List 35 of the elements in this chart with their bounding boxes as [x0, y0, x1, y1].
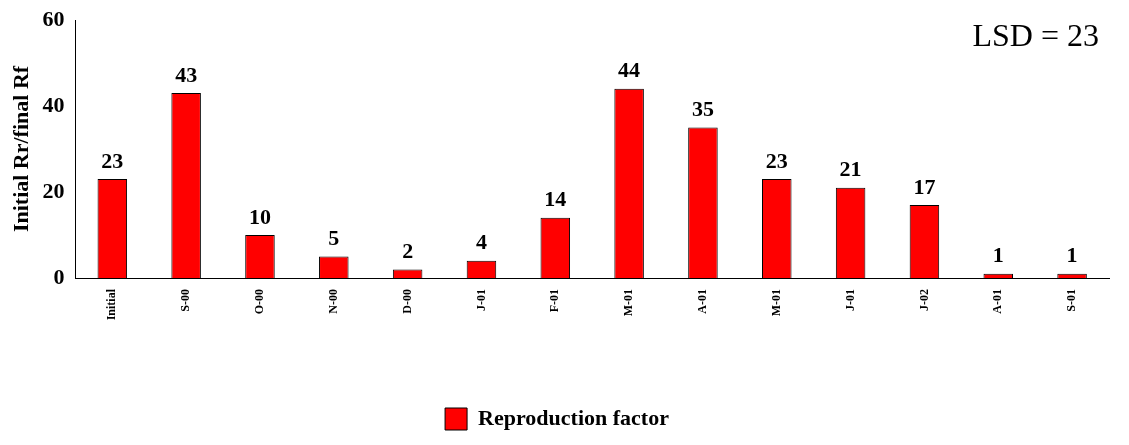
- x-tick-label: A-01: [990, 289, 1005, 314]
- x-tick-label: A-01: [695, 289, 710, 314]
- data-label: 4: [475, 229, 487, 255]
- x-tick-label: F-01: [547, 289, 562, 313]
- x-tick-label: D-00: [399, 289, 414, 314]
- data-label: 44: [618, 57, 641, 83]
- legend-label: Reproduction factor: [478, 404, 670, 430]
- y-tick-label: 40: [42, 91, 65, 117]
- x-tick-label: N-00: [325, 289, 340, 314]
- x-tick-label: M-01: [621, 289, 636, 317]
- data-label: 1: [1066, 242, 1078, 268]
- x-tick-label: S-01: [1064, 289, 1079, 312]
- data-label: 2: [402, 238, 414, 264]
- data-label: 14: [544, 186, 567, 212]
- x-tick-label: J-01: [473, 289, 488, 311]
- y-tick-label: 60: [42, 5, 65, 31]
- x-tick-label: J-01: [842, 289, 857, 311]
- x-tick-label: O-00: [252, 289, 267, 315]
- data-label: 5: [328, 225, 340, 251]
- data-label: 1: [992, 242, 1004, 268]
- x-tick-label: J-02: [916, 289, 931, 311]
- y-axis-title: Initial Rr/final Rf: [7, 65, 33, 233]
- annotation: LSD = 23: [972, 17, 1099, 54]
- data-label: 43: [175, 61, 198, 87]
- data-label: 23: [765, 147, 788, 173]
- data-label: 35: [691, 96, 714, 122]
- x-tick-label: S-00: [178, 289, 193, 312]
- data-label: 17: [913, 173, 936, 199]
- x-tick-label: Initial: [104, 288, 119, 321]
- y-tick-label: 0: [53, 263, 65, 289]
- data-label: 21: [839, 156, 862, 182]
- x-tick-label: M-01: [768, 289, 783, 317]
- data-label: 10: [248, 203, 271, 229]
- data-label: 23: [101, 147, 124, 173]
- y-tick-label: 20: [42, 177, 65, 203]
